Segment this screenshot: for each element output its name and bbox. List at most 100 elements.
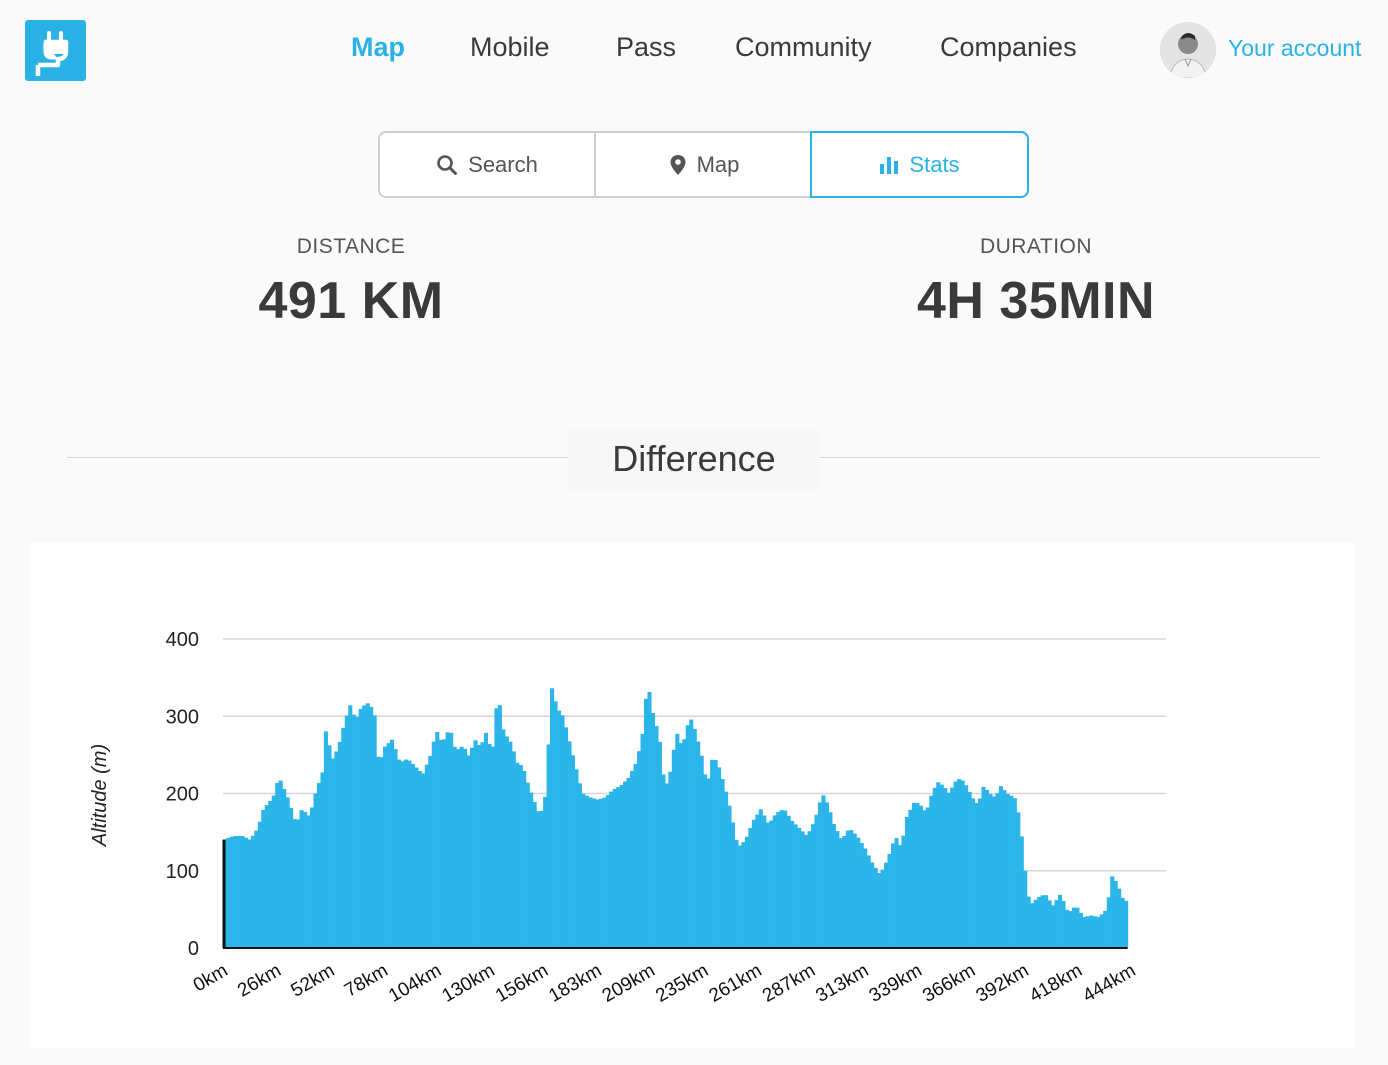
nav-companies[interactable]: Companies (940, 32, 1077, 62)
altitude-bar (1030, 903, 1035, 948)
altitude-bar (459, 746, 464, 948)
account-link[interactable]: Your account (1228, 35, 1362, 61)
x-tick-label: 392km (973, 960, 1033, 1007)
altitude-bar (480, 742, 485, 948)
duration-label: DURATION (979, 235, 1093, 258)
altitude-bar (901, 835, 906, 948)
altitude-bar (268, 800, 273, 948)
altitude-bar (511, 751, 516, 948)
x-tick-label: 52km (288, 960, 339, 1001)
altitude-bar (1092, 916, 1097, 948)
altitude-bar (414, 767, 419, 948)
altitude-bar (828, 812, 833, 948)
altitude-bar (508, 741, 513, 948)
altitude-bar (626, 777, 631, 948)
altitude-bar (292, 819, 297, 948)
tab-map[interactable]: Map (596, 133, 812, 196)
tab-stats[interactable]: Stats (810, 131, 1029, 198)
y-tick-label: 0 (188, 938, 199, 960)
section-title: Difference (568, 430, 820, 490)
nav-map[interactable]: Map (351, 32, 405, 62)
altitude-bar (710, 759, 715, 948)
altitude-bar (751, 819, 756, 948)
bar-chart-icon (880, 156, 899, 174)
altitude-bar (372, 715, 377, 948)
altitude-bar (835, 831, 840, 948)
tab-search-label: Search (468, 151, 538, 177)
altitude-bar (797, 827, 802, 948)
altitude-bar (675, 733, 680, 948)
altitude-bar (285, 797, 290, 948)
altitude-bar (320, 772, 325, 948)
altitude-bar (932, 787, 937, 948)
y-tick-label: 100 (166, 861, 199, 883)
altitude-bar (428, 755, 433, 948)
altitude-bar (755, 814, 760, 948)
altitude-bar (866, 855, 871, 948)
altitude-bar (807, 831, 812, 948)
altitude-bar (275, 782, 280, 948)
altitude-bar (911, 802, 916, 948)
user-avatar-icon (1160, 22, 1216, 78)
y-axis-label: Altitude (m) (89, 744, 111, 847)
altitude-bar (915, 803, 920, 948)
altitude-bar (758, 809, 763, 948)
altitude-bar (299, 810, 304, 948)
altitude-bar (762, 815, 767, 948)
altitude-bar (734, 839, 739, 948)
altitude-bar (257, 821, 262, 948)
altitude-bar (410, 764, 415, 948)
altitude-bar (971, 798, 976, 948)
tab-search[interactable]: Search (380, 133, 596, 196)
altitude-bar (765, 822, 770, 948)
altitude-bar (995, 793, 1000, 948)
altitude-bar (678, 743, 683, 948)
x-tick-label: 444km (1079, 960, 1139, 1007)
altitude-bar (744, 836, 749, 948)
x-axis-ticks: 0km 26km 52km 78km104km130km156km183km209km… (190, 960, 1139, 1007)
altitude-bar (1009, 795, 1014, 948)
altitude-bar (1064, 909, 1070, 948)
distance-value: 491 KM (258, 272, 444, 330)
altitude-bar (1124, 900, 1129, 948)
altitude-bar (570, 755, 575, 948)
altitude-bar (724, 791, 729, 948)
altitude-bar (403, 759, 408, 948)
altitude-bar (1089, 915, 1094, 948)
altitude-bar (309, 807, 315, 948)
view-switcher: Search Map Stats (378, 131, 1029, 198)
altitude-bar (706, 778, 711, 948)
altitude-bar (393, 749, 398, 948)
altitude-bar (859, 842, 864, 948)
altitude-bar (998, 786, 1003, 948)
x-tick-label: 418km (1026, 960, 1086, 1007)
altitude-bar (609, 791, 614, 948)
altitude-bar (1023, 870, 1028, 948)
altitude-bar (991, 796, 996, 948)
altitude-bar (560, 715, 565, 948)
altitude-bar (964, 785, 969, 948)
y-tick-label: 200 (166, 784, 199, 806)
logo[interactable] (25, 20, 86, 81)
altitude-bar (557, 710, 562, 948)
altitude-bar (1078, 912, 1083, 948)
altitude-bar (1103, 910, 1108, 948)
altitude-bar (1016, 812, 1021, 948)
y-tick-label: 300 (166, 706, 199, 728)
nav-mobile[interactable]: Mobile (470, 32, 550, 62)
altitude-bar (637, 751, 642, 948)
altitude-bar (633, 763, 638, 948)
nav-community[interactable]: Community (735, 32, 872, 62)
altitude-bar (1075, 907, 1080, 948)
altitude-bar (1058, 894, 1063, 948)
altitude-bar (588, 797, 593, 948)
altitude-bar (870, 862, 875, 948)
nav-pass[interactable]: Pass (616, 32, 677, 62)
section-divider-left (67, 457, 569, 458)
altitude-bar (226, 837, 231, 948)
altitude-bar (271, 795, 276, 948)
avatar[interactable] (1160, 22, 1216, 78)
altitude-bar (790, 820, 795, 948)
altitude-bar (692, 728, 697, 948)
altitude-bar (769, 820, 774, 948)
